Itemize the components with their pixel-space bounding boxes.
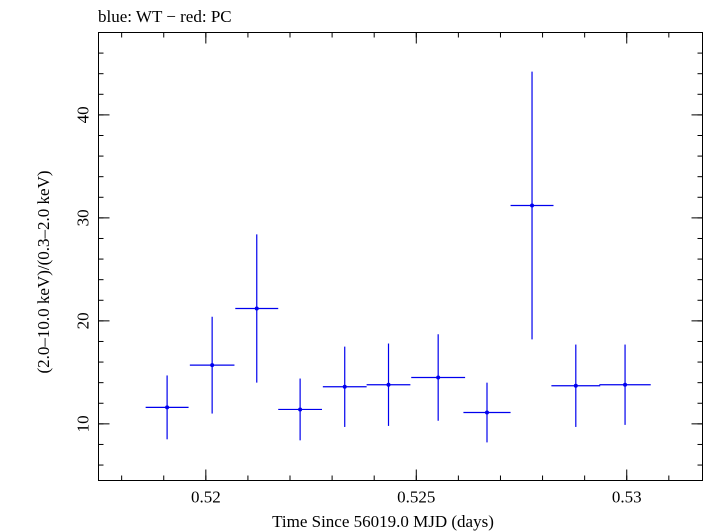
data-point xyxy=(322,346,367,427)
y-tick-labels: 10 20 30 40 xyxy=(74,106,93,432)
x-tick-labels: 0.52 0.525 0.53 xyxy=(191,488,642,507)
data-point xyxy=(463,382,511,443)
data-point xyxy=(235,234,279,383)
data-point xyxy=(189,316,235,414)
x-axis-label: Time Since 56019.0 MJD (days) xyxy=(272,512,494,531)
data-point xyxy=(366,343,411,426)
point-marker xyxy=(298,407,303,412)
data-point xyxy=(278,378,323,441)
point-marker xyxy=(165,405,170,410)
x-tick-label: 0.53 xyxy=(612,488,642,507)
point-marker xyxy=(342,384,347,389)
y-tick-label: 40 xyxy=(74,106,93,123)
data-point xyxy=(599,344,651,425)
point-marker xyxy=(386,382,391,387)
x-tick-label: 0.52 xyxy=(191,488,221,507)
y-tick-label: 10 xyxy=(74,415,93,432)
x-tick-label: 0.525 xyxy=(397,488,435,507)
point-marker xyxy=(210,363,215,368)
data-point xyxy=(551,344,601,427)
plot-frame xyxy=(98,32,703,481)
data-point xyxy=(411,334,466,421)
point-marker xyxy=(484,410,489,415)
data-points xyxy=(145,71,651,443)
point-marker xyxy=(623,382,628,387)
point-marker xyxy=(573,383,578,388)
y-axis-label: (2.0–10.0 keV)/(0.3–2.0 keV) xyxy=(34,170,53,373)
y-tick-label: 20 xyxy=(74,312,93,329)
axis-ticks xyxy=(98,32,703,481)
point-marker xyxy=(254,306,259,311)
point-marker xyxy=(436,375,441,380)
y-tick-label: 30 xyxy=(74,209,93,226)
point-marker xyxy=(530,203,535,208)
chart-title: blue: WT − red: PC xyxy=(98,7,232,26)
data-point xyxy=(145,375,189,440)
data-point xyxy=(510,71,554,340)
